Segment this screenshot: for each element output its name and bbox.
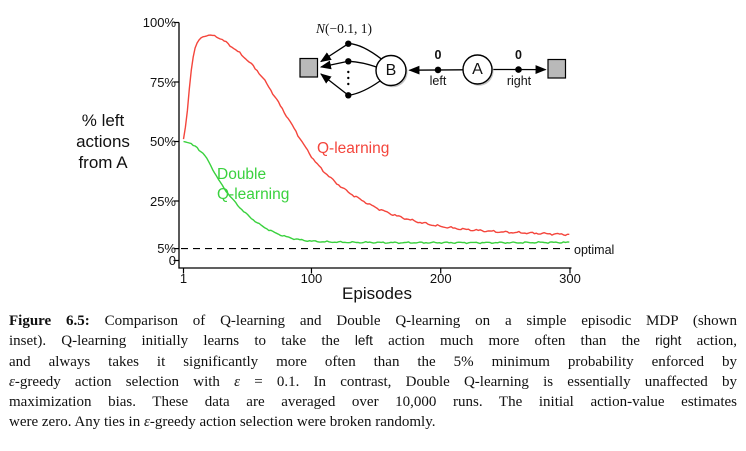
y-axis-title-line1: % left <box>81 111 125 130</box>
curve-double-q-learning <box>183 140 570 245</box>
reward-right-label: 0 <box>515 48 522 62</box>
inset-mdp-diagram <box>299 40 567 99</box>
ellipsis-dot-2 <box>347 76 350 80</box>
caption-segment: action, <box>681 333 737 350</box>
double-q-curve-label: Double Q-learning <box>217 165 289 204</box>
action-right-label: right <box>506 74 532 88</box>
state-a-circle <box>462 54 493 85</box>
y-axis-title-line2: actions <box>76 132 130 151</box>
caption-segment: inset). Q-learning initially learns to t… <box>9 333 355 350</box>
caption-segment: ε <box>143 414 150 431</box>
distribution-params: (−0.1, 1) <box>325 21 372 36</box>
caption-segment: left <box>354 333 373 349</box>
b-action-dot-top <box>345 40 352 47</box>
y-axis-title-line3: from A <box>78 153 128 172</box>
caption-segment: ε <box>9 373 15 390</box>
b-action-arrow-bottom <box>320 73 349 96</box>
script-n: N <box>316 21 326 36</box>
x-axis-title: Episodes <box>342 284 412 303</box>
terminal-square-left <box>299 57 319 78</box>
caption-segment: and always takes it significantly more o… <box>9 353 737 370</box>
b-action-arrow-top <box>320 43 349 63</box>
double-q-curve-label-line2: Q-learning <box>217 185 290 203</box>
y-tick-label-75%: 75% <box>149 74 176 90</box>
x-tick-label-100: 100 <box>300 271 323 286</box>
x-tick-label-1: 1 <box>179 271 188 286</box>
state-a-label: A <box>472 60 483 78</box>
caption-line-4: ε-greedy action selection with ε = 0.1. … <box>9 372 737 392</box>
y-tick-label-5%: 5% <box>157 241 176 257</box>
caption-line-5: maximization bias. These data are averag… <box>9 392 737 412</box>
ellipsis-dot-1 <box>347 70 350 74</box>
caption-segment: -greedy action selection with <box>14 373 235 390</box>
chart-canvas <box>173 21 572 274</box>
caption-line-6: were zero. Any ties in ε-greedy action s… <box>9 412 737 432</box>
b-action-dot-mid <box>345 58 352 65</box>
state-b-label: B <box>385 61 397 79</box>
y-tick-label-50%: 50% <box>149 134 176 149</box>
reward-left-label: 0 <box>434 48 442 62</box>
reward-dot-left <box>434 66 442 74</box>
reward-dot-right <box>515 66 522 73</box>
caption-segment: were zero. Any ties in <box>9 414 144 431</box>
inset-distribution-label: N(−0.1, 1) <box>302 21 386 37</box>
x-tick-label-200: 200 <box>429 271 452 286</box>
caption-line-3: and always takes it significantly more o… <box>9 352 737 372</box>
b-action-curve-mid <box>348 60 377 68</box>
action-left-label: left <box>429 74 447 88</box>
caption-segment: right <box>655 333 682 349</box>
curve-q-learning <box>182 34 570 237</box>
ellipsis-dot-3 <box>347 82 350 86</box>
figure-caption: Figure 6.5: Comparison of Q-learning and… <box>9 311 737 433</box>
b-action-curve-bottom <box>348 80 381 96</box>
caption-segment: action much more often than the <box>372 333 656 350</box>
q-learning-curve-label: Q-learning <box>317 140 390 157</box>
state-b-circle <box>375 54 407 87</box>
terminal-square-right <box>547 58 567 79</box>
caption-segment: -greedy action selection were broken ran… <box>149 414 436 431</box>
y-axis-title: % left actions from A <box>40 110 166 173</box>
caption-line-2: inset). Q-learning initially learns to t… <box>9 331 737 351</box>
caption-line-1: Figure 6.5: Comparison of Q-learning and… <box>9 311 737 331</box>
caption-segment: maximization bias. These data are averag… <box>9 394 737 411</box>
caption-segment: Figure 6.5: <box>9 313 90 329</box>
caption-segment: ε <box>234 373 241 390</box>
b-action-arrow-mid <box>319 60 349 70</box>
y-tick-label-25%: 25% <box>149 193 176 209</box>
axis-tick-marks <box>173 21 571 274</box>
b-action-curve-top <box>348 43 383 61</box>
caption-segment: = 0.1. In contrast, Double Q-learning is… <box>240 373 737 390</box>
optimal-label: optimal <box>574 243 615 257</box>
y-tick-label-100%: 100% <box>142 15 176 30</box>
y-tick-label-0: 0 <box>168 253 176 268</box>
caption-segment: Comparison of Q-learning and Double Q-le… <box>89 313 737 329</box>
b-action-dot-bottom <box>345 92 352 99</box>
x-tick-label-300: 300 <box>559 271 581 286</box>
curves-group <box>182 34 570 245</box>
double-q-curve-label-line1: Double <box>217 166 267 183</box>
